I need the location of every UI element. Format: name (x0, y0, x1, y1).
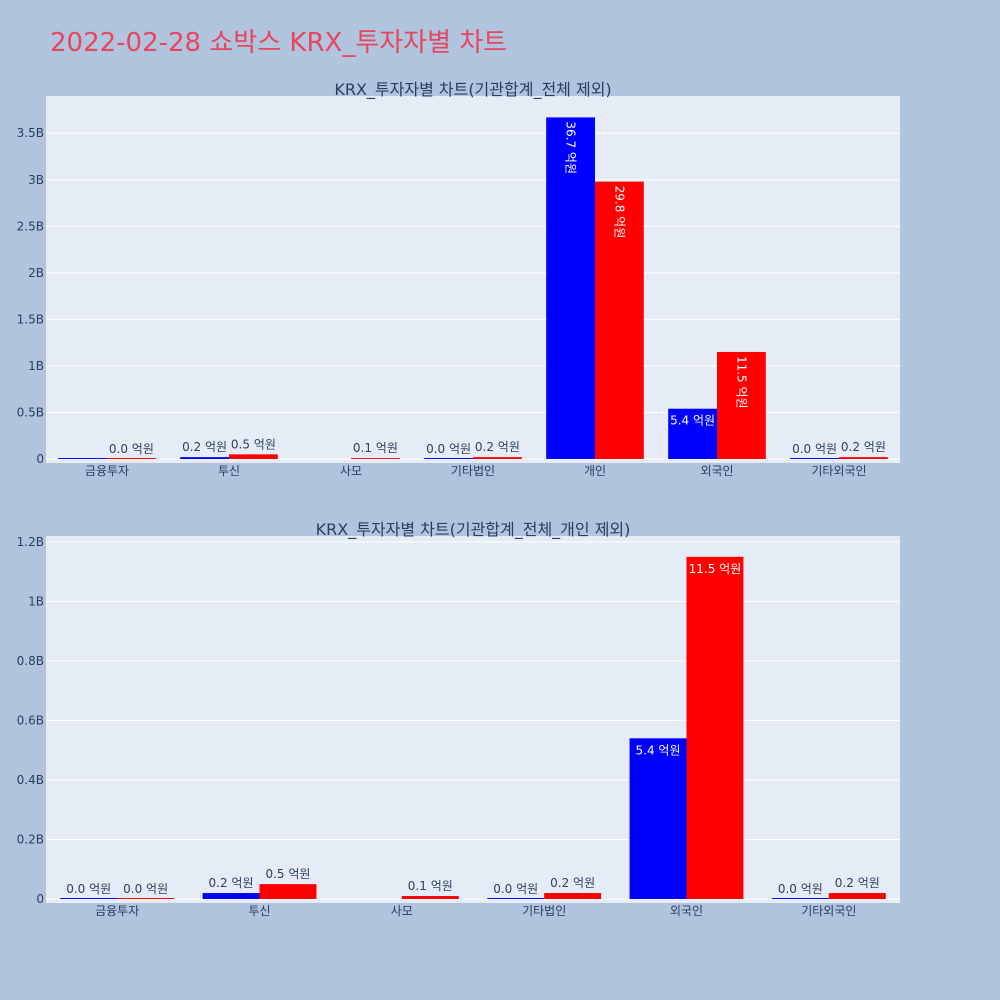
data-label: 0.2 억원 (841, 440, 886, 454)
x-tick-label: 투신 (218, 464, 240, 478)
data-label: 29.8 억원 (612, 186, 626, 239)
bar-sell (839, 457, 888, 459)
y-tick-label: 1B (28, 594, 44, 608)
x-tick-label: 외국인 (670, 904, 703, 918)
chart-title: KRX_투자자별 차트(기관합계_전체_개인 제외) (316, 520, 631, 540)
bar-sell (401, 896, 459, 899)
x-tick-label: 금융투자 (95, 904, 139, 918)
bar-buy (487, 898, 545, 899)
data-label: 11.5 억원 (689, 562, 742, 576)
data-label: 5.4 억원 (670, 414, 715, 428)
x-tick-label: 기타법인 (451, 464, 495, 478)
bar-sell (229, 454, 278, 459)
x-tick-label: 금융투자 (85, 464, 129, 478)
bar-sell (351, 458, 400, 459)
bar-buy (424, 458, 473, 459)
plot-area (46, 96, 900, 463)
y-tick-label: 0.2B (17, 832, 44, 846)
bar-sell (828, 893, 886, 899)
bar-buy (629, 738, 687, 899)
bar-buy (790, 458, 839, 459)
bar-buy (58, 458, 107, 459)
y-tick-label: 1B (28, 359, 44, 373)
bar-buy (180, 457, 229, 459)
y-tick-label: 1.2B (17, 535, 44, 549)
x-tick-label: 외국인 (700, 464, 733, 478)
bar-sell (717, 351, 766, 459)
data-label: 0.0 억원 (493, 882, 538, 896)
plot-area (46, 536, 900, 903)
bar-buy (202, 893, 260, 899)
data-label: 0.5 억원 (265, 867, 310, 881)
y-tick-label: 0.5B (17, 405, 44, 419)
data-label: 5.4 억원 (636, 743, 681, 757)
bar-buy (668, 408, 717, 459)
y-tick-label: 1.5B (17, 312, 44, 326)
x-tick-label: 사모 (391, 904, 413, 918)
data-label: 0.1 억원 (353, 441, 398, 455)
x-tick-label: 투신 (248, 904, 270, 918)
x-tick-label: 기타외국인 (801, 904, 856, 918)
chart-top: KRX_투자자별 차트(기관합계_전체 제외) 0 0.5B 1B 1.5B 2B 2.5B… (17, 80, 900, 478)
data-label: 0.2 억원 (209, 876, 254, 890)
data-label: 0.0 억원 (778, 882, 823, 896)
data-label: 0.0 억원 (109, 442, 154, 456)
bar-sell (595, 181, 644, 459)
bar-sell (473, 457, 522, 459)
y-tick-label: 3.5B (17, 126, 44, 140)
x-tick-label: 기타외국인 (811, 464, 866, 478)
y-tick-label: 0 (36, 892, 44, 906)
y-tick-label: 0 (36, 452, 44, 466)
data-label: 0.2 억원 (182, 440, 227, 454)
y-tick-label: 0.4B (17, 773, 44, 787)
bar-sell (107, 458, 156, 459)
bar-buy (771, 898, 829, 899)
data-label: 0.2 억원 (550, 876, 595, 890)
data-label: 0.0 억원 (426, 442, 471, 456)
x-tick-label: 기타법인 (522, 904, 566, 918)
x-tick-label: 사모 (340, 464, 362, 478)
bar-sell (544, 893, 602, 899)
y-tick-label: 0.8B (17, 654, 44, 668)
data-label: 0.0 억원 (792, 442, 837, 456)
y-tick-label: 2.5B (17, 219, 44, 233)
y-tick-label: 2B (28, 266, 44, 280)
data-label: 0.0 억원 (66, 882, 111, 896)
y-tick-label: 0.6B (17, 713, 44, 727)
chart-title: KRX_투자자별 차트(기관합계_전체 제외) (334, 80, 611, 100)
y-tick-label: 3B (28, 173, 44, 187)
data-label: 0.0 억원 (123, 882, 168, 896)
bar-buy (546, 117, 595, 460)
page-title: 2022-02-28 쇼박스 KRX_투자자별 차트 (50, 28, 508, 58)
chart-bottom: KRX_투자자별 차트(기관합계_전체_개인 제외) 0 0.2B 0.4B 0.6B 0… (17, 520, 900, 918)
data-label: 11.5 억원 (734, 356, 748, 409)
data-label: 36.7 억원 (564, 121, 578, 174)
data-label: 0.2 억원 (835, 876, 880, 890)
x-tick-label: 개인 (584, 464, 606, 478)
data-label: 0.1 억원 (408, 879, 453, 893)
data-label: 0.5 억원 (231, 437, 276, 451)
data-label: 0.2 억원 (475, 440, 520, 454)
bar-buy (60, 898, 118, 899)
bar-sell (686, 556, 744, 899)
bar-sell (259, 884, 317, 899)
bar-sell (117, 898, 175, 899)
